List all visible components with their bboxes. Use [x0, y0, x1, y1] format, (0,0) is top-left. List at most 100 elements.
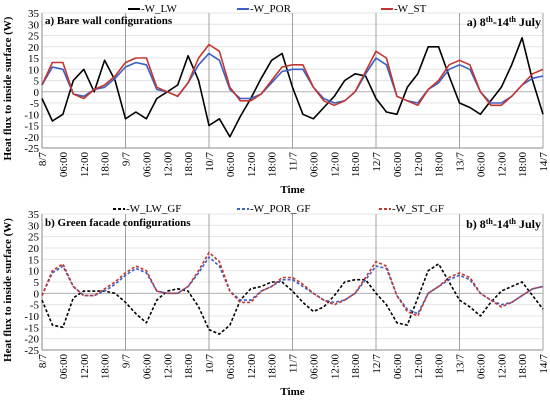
- series-line: [41, 52, 544, 104]
- x-tick-label: 10/7: [204, 354, 216, 374]
- x-tick-label: 18:00: [100, 152, 112, 178]
- x-tick-label: 18:00: [267, 152, 279, 178]
- x-tick-label: 06:00: [392, 152, 404, 178]
- x-tick-label: 18:00: [350, 152, 362, 178]
- x-tick-label: 9/7: [121, 152, 133, 167]
- y-tick-label: 20: [28, 42, 40, 54]
- y-tick-label: 0: [34, 87, 40, 99]
- y-tick-label: 5: [34, 76, 40, 88]
- legend-label: -W_LW: [141, 3, 177, 15]
- x-tick-label: 12:00: [246, 152, 258, 178]
- x-axis-title: Time: [280, 386, 304, 398]
- y-tick-label: 10: [28, 64, 40, 76]
- y-axis-title: Heat flux to inside surface (W): [2, 218, 14, 362]
- x-tick-label: 18:00: [517, 152, 529, 178]
- date-range-label: a) 8th-14th July: [467, 15, 541, 29]
- x-tick-label: 10/7: [204, 152, 216, 172]
- y-tick-label: 30: [28, 220, 40, 232]
- x-tick-label: 12:00: [329, 152, 341, 178]
- legend-label: -W_ST_GF: [392, 203, 444, 215]
- y-tick-label: -10: [24, 311, 39, 323]
- x-tick-label: 18:00: [183, 354, 195, 380]
- x-tick-label: 12:00: [496, 152, 508, 178]
- x-tick-label: 06:00: [392, 354, 404, 380]
- x-tick-label: 11/7: [288, 354, 300, 374]
- y-axis-title: Heat flux to inside surface (W): [2, 16, 14, 160]
- y-tick-label: -25: [24, 345, 39, 357]
- x-tick-label: 06:00: [141, 152, 153, 178]
- x-tick-label: 12/7: [371, 152, 383, 172]
- x-tick-label: 18:00: [350, 354, 362, 380]
- series-line: [41, 36, 544, 138]
- x-tick-label: 14/7: [538, 152, 550, 172]
- x-tick-label: 12:00: [413, 354, 425, 380]
- x-tick-label: 13/7: [455, 354, 467, 374]
- series-line: [41, 263, 544, 335]
- legend-label: -W_POR: [250, 3, 292, 15]
- y-tick-label: 35: [28, 209, 40, 221]
- x-tick-label: 12:00: [79, 152, 91, 178]
- series-line: [41, 43, 544, 107]
- y-tick-label: 25: [28, 31, 40, 43]
- x-tick-label: 12:00: [162, 354, 174, 380]
- panel-label: a) Bare wall configurations: [45, 15, 173, 27]
- x-tick-label: 18:00: [267, 354, 279, 380]
- x-tick-label: 12:00: [329, 354, 341, 380]
- x-tick-label: 9/7: [121, 354, 133, 369]
- x-tick-label: 12:00: [413, 152, 425, 178]
- y-tick-label: 0: [34, 288, 40, 300]
- x-tick-label: 12:00: [246, 354, 258, 380]
- y-tick-label: -15: [24, 121, 39, 133]
- x-tick-label: 18:00: [434, 354, 446, 380]
- x-tick-label: 06:00: [308, 354, 320, 380]
- x-tick-label: 06:00: [58, 354, 70, 380]
- y-tick-label: 35: [28, 8, 40, 20]
- x-tick-label: 18:00: [100, 354, 112, 380]
- panel-label: b) Green facade configurations: [45, 217, 191, 229]
- legend-label: -W_ST: [394, 3, 427, 15]
- y-tick-label: -5: [30, 300, 40, 312]
- y-tick-label: -15: [24, 322, 39, 334]
- x-tick-label: 06:00: [225, 354, 237, 380]
- y-tick-label: 10: [28, 266, 40, 278]
- series-line: [41, 256, 544, 315]
- x-tick-label: 18:00: [434, 152, 446, 178]
- legend-label: -W_LW_GF: [126, 203, 181, 215]
- x-tick-label: 13/7: [455, 152, 467, 172]
- y-tick-label: -20: [24, 132, 39, 144]
- y-tick-label: 15: [28, 53, 40, 65]
- series-line: [41, 251, 544, 317]
- x-tick-label: 12:00: [79, 354, 91, 380]
- y-tick-label: 20: [28, 243, 40, 255]
- x-tick-label: 18:00: [183, 152, 195, 178]
- y-tick-label: 25: [28, 232, 40, 244]
- x-tick-label: 06:00: [475, 354, 487, 380]
- x-tick-label: 12/7: [371, 354, 383, 374]
- y-tick-label: 15: [28, 254, 40, 266]
- x-tick-label: 06:00: [58, 152, 70, 178]
- y-tick-label: -5: [30, 98, 40, 110]
- x-tick-label: 11/7: [288, 152, 300, 172]
- legend-label: -W_POR_GF: [250, 203, 311, 215]
- x-tick-label: 12:00: [162, 152, 174, 178]
- x-tick-label: 14/7: [538, 354, 550, 374]
- x-tick-label: 12:00: [496, 354, 508, 380]
- y-tick-label: -25: [24, 143, 39, 155]
- y-tick-label: 5: [34, 277, 40, 289]
- x-tick-label: 8/7: [37, 152, 49, 167]
- x-tick-label: 8/7: [37, 354, 49, 369]
- x-tick-label: 06:00: [308, 152, 320, 178]
- y-tick-label: -10: [24, 109, 39, 121]
- x-tick-label: 18:00: [517, 354, 529, 380]
- x-tick-label: 06:00: [475, 152, 487, 178]
- x-tick-label: 06:00: [141, 354, 153, 380]
- x-tick-label: 06:00: [225, 152, 237, 178]
- date-range-label: b) 8th-14th July: [466, 217, 541, 231]
- y-tick-label: 30: [28, 19, 40, 31]
- y-tick-label: -20: [24, 334, 39, 346]
- x-axis-title: Time: [280, 184, 304, 196]
